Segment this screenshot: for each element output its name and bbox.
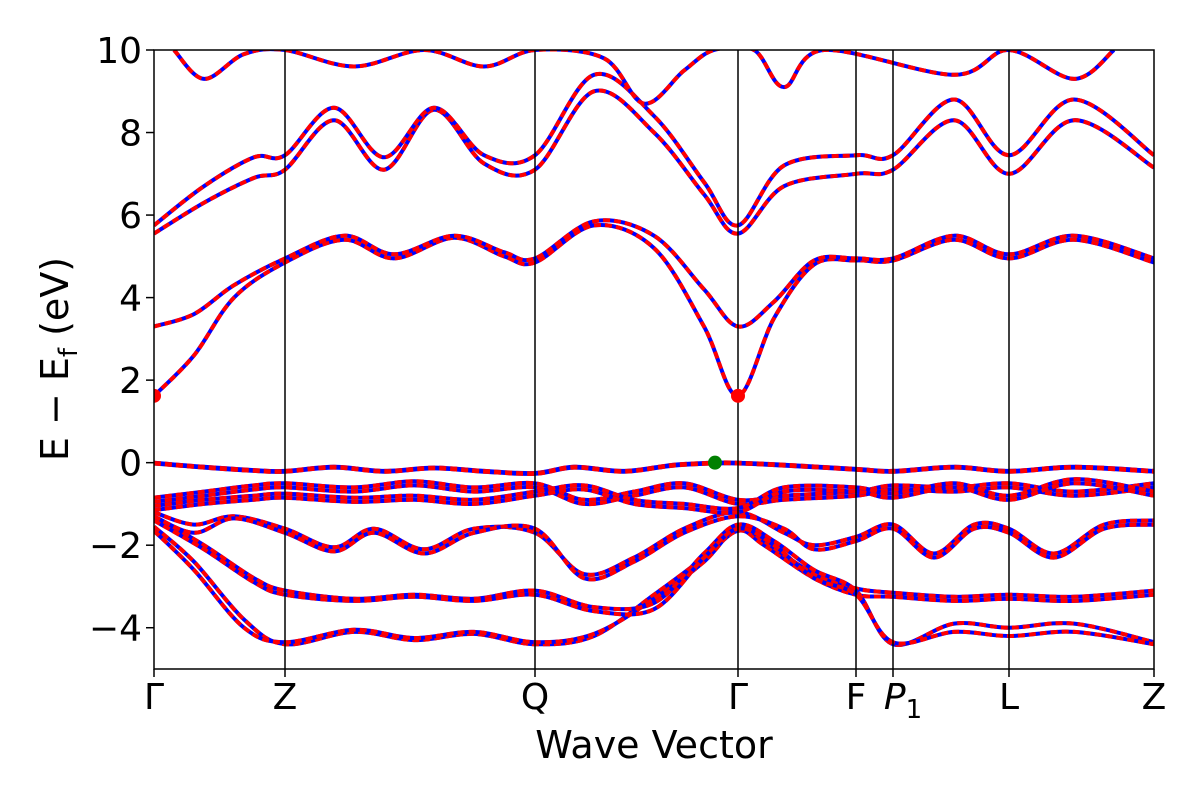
x-tick-label-3: Γ <box>728 677 748 718</box>
band-5-red <box>154 514 1154 582</box>
cbm-marker-0 <box>154 388 161 403</box>
x-tick-label-7: Z <box>1142 677 1167 718</box>
band-8-red <box>154 477 1154 511</box>
band-7-red <box>154 483 1154 507</box>
band-3-red <box>154 518 1154 647</box>
x-tick-label-0: Γ <box>144 677 164 718</box>
y-tick-label-0: −4 <box>89 609 142 650</box>
bands-layer <box>154 50 1154 648</box>
band-2-red <box>154 514 1154 648</box>
band-4-red <box>154 510 1154 577</box>
band-16-red <box>172 50 1116 106</box>
band-12-red <box>154 222 1154 398</box>
y-axis-label: E − Ef (eV) <box>33 257 84 461</box>
vbm-marker-2 <box>708 455 722 470</box>
band-16-blue <box>172 50 1116 106</box>
x-tick-label-4: F <box>846 677 867 718</box>
band-1-blue <box>154 523 1154 645</box>
band-6-red <box>154 479 1154 503</box>
y-tick-label-7: 10 <box>96 31 142 72</box>
y-ticks: −4 −2 0 2 4 6 8 10 <box>89 31 154 650</box>
x-ticks: Γ Z Q Γ F P1 L Z <box>144 669 1166 725</box>
band-9-red <box>154 481 1154 515</box>
kpoint-lines <box>284 50 1010 669</box>
band-14-blue <box>154 88 1154 236</box>
band-13-red <box>154 218 1154 329</box>
x-tick-label-1: Z <box>273 677 298 718</box>
markers-layer <box>154 388 745 470</box>
y-tick-label-1: −2 <box>89 526 142 567</box>
y-axis-label-sub: f <box>54 347 84 357</box>
x-axis-label: Wave Vector <box>535 723 773 767</box>
y-axis-label-main: E − E <box>33 357 77 461</box>
plot-frame <box>153 49 1155 670</box>
y-tick-label-3: 2 <box>119 361 142 402</box>
x-tick-label-5: P1 <box>884 677 922 725</box>
y-axis-label-unit: (eV) <box>33 257 77 348</box>
band-14-red <box>154 88 1154 236</box>
x-tick-label-6: L <box>999 677 1019 718</box>
cbm-marker-1 <box>731 388 745 403</box>
y-tick-label-4: 4 <box>119 279 142 320</box>
band-0-red <box>154 525 1154 647</box>
band-4-blue <box>154 510 1154 577</box>
y-tick-label-2: 0 <box>119 444 142 485</box>
band-1-red <box>154 523 1154 645</box>
y-tick-label-5: 6 <box>119 196 142 237</box>
band-11-red <box>154 461 1154 476</box>
band-13-blue <box>154 218 1154 329</box>
y-tick-label-6: 8 <box>119 114 142 155</box>
band-15-blue <box>154 71 1154 228</box>
x-tick-label-2: Q <box>521 677 549 718</box>
